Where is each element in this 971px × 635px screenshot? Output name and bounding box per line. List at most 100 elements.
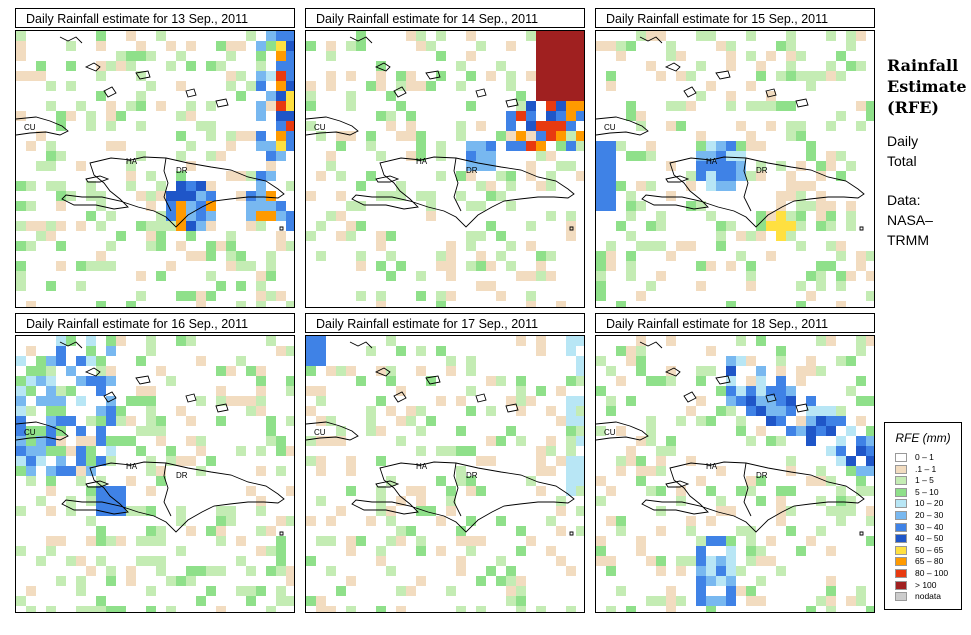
- rainfall-cell: [526, 131, 536, 141]
- rainfall-cell: [256, 506, 266, 516]
- rainfall-cell: [856, 346, 866, 356]
- rainfall-cell: [706, 151, 716, 161]
- rainfall-cell: [136, 101, 146, 111]
- rainfall-cell: [56, 536, 66, 546]
- coastline: [765, 88, 777, 98]
- rainfall-cell: [206, 211, 216, 221]
- rainfall-cell: [146, 221, 156, 231]
- rainfall-cell: [256, 301, 266, 307]
- rainfall-cell: [826, 506, 836, 516]
- rainfall-cell: [566, 436, 576, 446]
- legend-swatch: [895, 545, 907, 555]
- rainfall-cell: [256, 171, 266, 181]
- rainfall-cell: [736, 486, 746, 496]
- rainfall-cell: [626, 151, 636, 161]
- rainfall-cell: [16, 436, 26, 446]
- legend-label: 30 – 40: [915, 521, 944, 532]
- rainfall-cell: [716, 181, 726, 191]
- rainfall-cell: [76, 376, 86, 386]
- rainfall-cell: [186, 566, 196, 576]
- rainfall-cell: [226, 51, 236, 61]
- rainfall-cell: [836, 111, 846, 121]
- rainfall-cell: [156, 416, 166, 426]
- country-label-haiti: HA: [706, 462, 718, 471]
- rainfall-cell: [76, 396, 86, 406]
- rainfall-cell: [506, 131, 516, 141]
- rainfall-cell: [616, 51, 626, 61]
- rainfall-cell: [166, 211, 176, 221]
- rainfall-cell: [406, 586, 416, 596]
- rainfall-cell: [306, 121, 316, 131]
- rainfall-cell: [576, 111, 584, 121]
- rainfall-cell: [386, 376, 396, 386]
- rainfall-cell: [706, 346, 716, 356]
- rainfall-cell: [306, 366, 316, 376]
- rainfall-cell: [436, 476, 446, 486]
- rainfall-cell: [356, 376, 366, 386]
- rainfall-cell: [146, 586, 156, 596]
- rainfall-cell: [396, 606, 406, 612]
- rainfall-cell: [646, 466, 656, 476]
- rainfall-cell: [456, 466, 466, 476]
- rainfall-cell: [826, 406, 836, 416]
- rainfall-cell: [566, 141, 576, 151]
- rainfall-cell: [656, 506, 666, 516]
- rainfall-cell: [516, 586, 526, 596]
- rainfall-cell: [516, 576, 526, 586]
- legend-swatch: [895, 580, 907, 590]
- rainfall-cell: [576, 171, 584, 181]
- rainfall-cell: [536, 71, 546, 81]
- rainfall-cell: [656, 566, 666, 576]
- rainfall-cell: [146, 456, 156, 466]
- rainfall-cell: [466, 516, 476, 526]
- rainfall-cell: [646, 141, 656, 151]
- rainfall-cell: [576, 426, 584, 436]
- country-label-cuba: CU: [24, 123, 36, 132]
- rainfall-cell: [776, 496, 786, 506]
- rainfall-cell: [786, 211, 796, 221]
- coastline: [715, 70, 731, 80]
- rainfall-cell: [416, 506, 426, 516]
- rainfall-cell: [146, 426, 156, 436]
- rainfall-cell: [846, 386, 856, 396]
- rainfall-cell: [46, 281, 56, 291]
- rainfall-cell: [46, 606, 56, 612]
- coastline: [641, 156, 865, 228]
- rainfall-cell: [186, 336, 196, 346]
- rainfall-cell: [756, 596, 766, 606]
- rainfall-cell: [556, 301, 566, 307]
- rainfall-cell: [816, 221, 826, 231]
- rainfall-cell: [46, 221, 56, 231]
- rainfall-cell: [176, 291, 186, 301]
- rainfall-cell: [256, 41, 266, 51]
- rainfall-cell: [786, 61, 796, 71]
- rainfall-cell: [626, 191, 636, 201]
- rainfall-cell: [576, 366, 584, 376]
- rainfall-cell: [726, 41, 736, 51]
- coastline: [639, 341, 663, 349]
- rainfall-cell: [106, 141, 116, 151]
- rainfall-cell: [776, 346, 786, 356]
- rainfall-cell: [116, 231, 126, 241]
- rainfall-cell: [276, 91, 286, 101]
- rainfall-cell: [746, 406, 756, 416]
- rainfall-cell: [556, 41, 566, 51]
- rainfall-cell: [746, 586, 756, 596]
- rainfall-cell: [856, 446, 866, 456]
- rainfall-cell: [776, 486, 786, 496]
- rainfall-cell: [826, 416, 836, 426]
- rainfall-cell: [486, 191, 496, 201]
- side-title-line: Estimate: [887, 77, 967, 96]
- rainfall-cell: [626, 41, 636, 51]
- rainfall-cell: [816, 201, 826, 211]
- rainfall-cell: [456, 396, 466, 406]
- rainfall-cell: [376, 151, 386, 161]
- coastline: [425, 70, 441, 80]
- rainfall-cell: [196, 436, 206, 446]
- rainfall-cell: [666, 51, 676, 61]
- rainfall-cell: [836, 151, 846, 161]
- rainfall-cell: [496, 231, 506, 241]
- rainfall-cell: [66, 41, 76, 51]
- rainfall-cell: [636, 456, 646, 466]
- rainfall-cell: [836, 301, 846, 307]
